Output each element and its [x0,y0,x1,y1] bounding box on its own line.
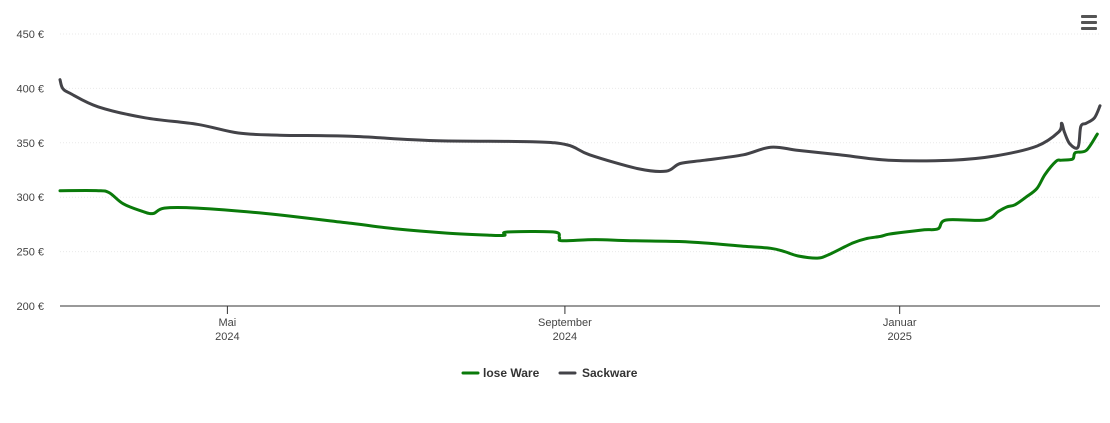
series-line-sackware[interactable] [58,78,1102,174]
x-tick-year-label: 2024 [215,331,239,343]
series-line-lose-ware[interactable] [58,132,1099,260]
legend-label: lose Ware [483,366,540,380]
x-tick-year-label: 2024 [553,331,577,343]
series-lines [58,78,1102,260]
y-tick-label: 450 € [16,29,44,41]
hamburger-menu-icon-bar [1081,20,1097,24]
hamburger-menu-icon-bar [1081,26,1097,30]
hamburger-menu-icon [1081,14,1097,18]
legend-item-sackware[interactable]: Sackware [558,366,638,380]
x-tick-month-label: Mai [219,317,237,329]
grid-lines [60,33,1100,253]
y-tick-label: 250 € [16,247,44,259]
y-axis-ticks: 200 € 250 € 300 € 350 € 400 € 450 € [16,29,44,313]
x-tick-year-label: 2025 [887,331,911,343]
x-axis-ticks: Mai 2024 September 2024 Januar 2025 [215,306,917,343]
legend-item-lose-ware[interactable]: lose Ware [461,366,540,380]
legend-label: Sackware [582,366,638,380]
y-tick-label: 350 € [16,138,44,150]
legend: lose Ware Sackware [461,366,638,380]
chart-menu-button[interactable] [1076,10,1102,34]
y-tick-label: 400 € [16,83,44,95]
y-tick-label: 200 € [16,301,44,313]
y-tick-label: 300 € [16,192,44,204]
x-tick-month-label: Januar [883,317,917,329]
x-tick-month-label: September [538,317,592,329]
